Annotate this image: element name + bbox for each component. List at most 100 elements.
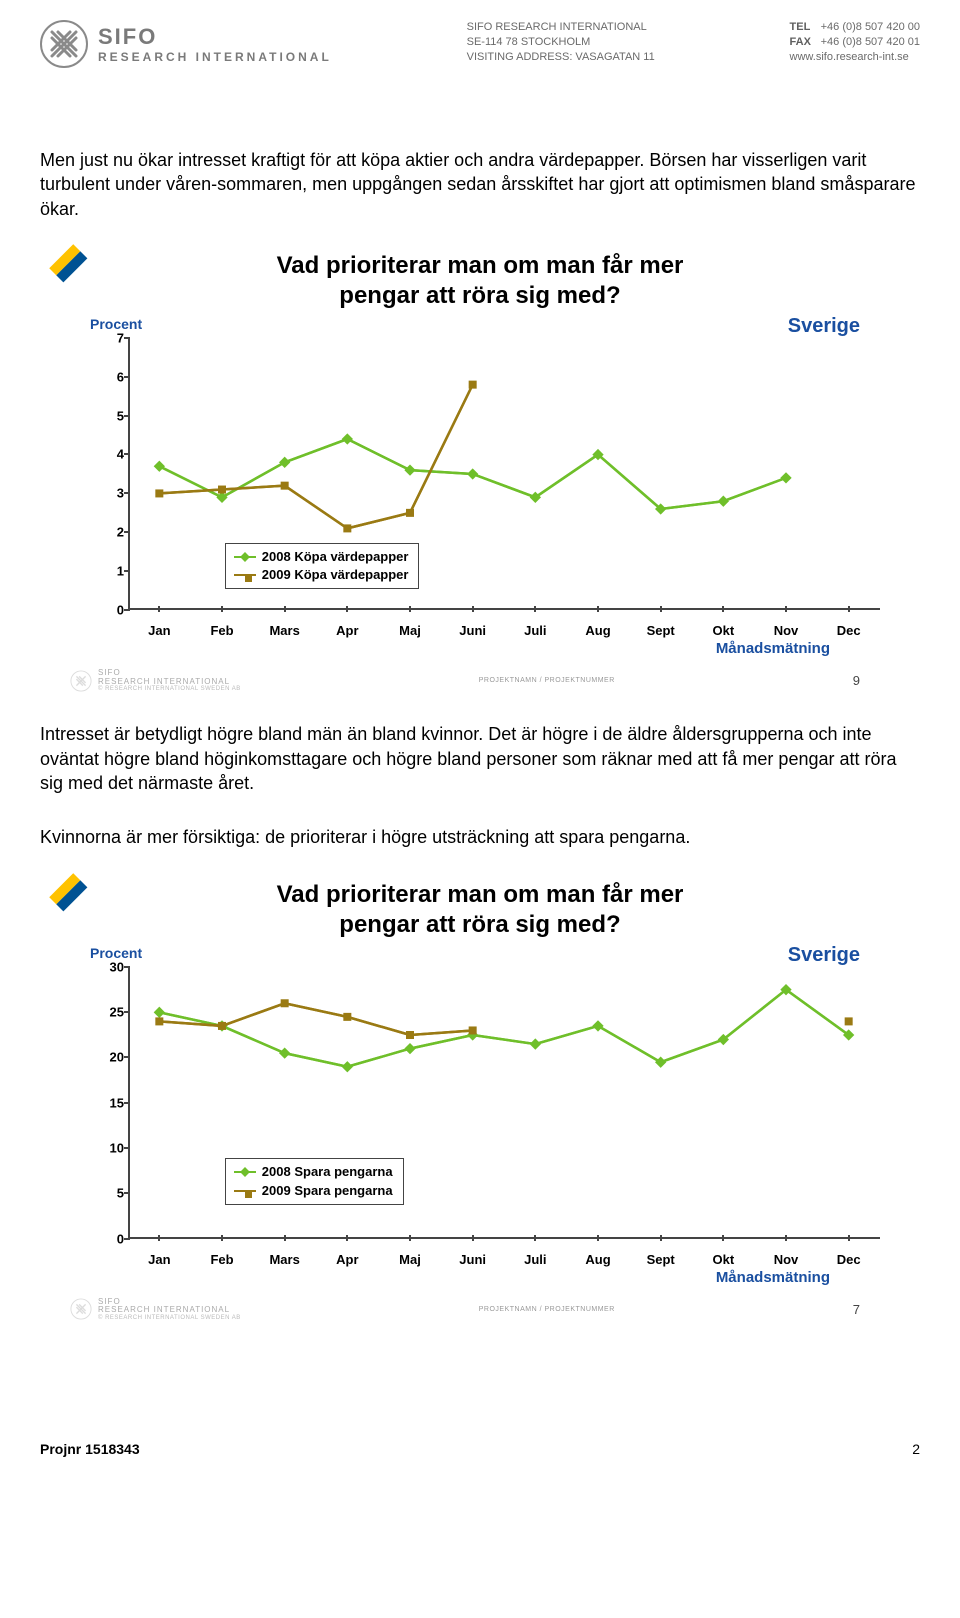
- x-tick-label: Dec: [837, 623, 861, 638]
- series-marker: [469, 381, 477, 389]
- mini-logo-text: SIFORESEARCH INTERNATIONAL: [98, 1298, 241, 1316]
- y-tick-label: 1: [100, 564, 124, 579]
- legend-row: 2009 Köpa värdepapper: [234, 566, 409, 584]
- x-tick-label: Aug: [585, 623, 610, 638]
- legend-row: 2009 Spara pengarna: [234, 1182, 393, 1200]
- fax-value: +46 (0)8 507 420 01: [821, 36, 920, 48]
- mini-logo: SIFORESEARCH INTERNATIONAL © RESEARCH IN…: [70, 669, 241, 693]
- y-tick-label: 5: [100, 408, 124, 423]
- series-marker: [281, 999, 289, 1007]
- chart-footer: SIFORESEARCH INTERNATIONAL © RESEARCH IN…: [60, 669, 900, 693]
- chart-2: Vad prioriterar man om man får merpengar…: [60, 880, 900, 1322]
- series-path: [159, 1003, 472, 1035]
- body-paragraph-2: Intresset är betydligt högre bland män ä…: [40, 722, 920, 795]
- series-marker: [718, 495, 729, 506]
- legend-swatch: [234, 574, 256, 576]
- chart-title: Vad prioriterar man om man får merpengar…: [60, 251, 900, 311]
- series-marker: [342, 433, 353, 444]
- tel-value: +46 (0)8 507 420 00: [821, 21, 920, 33]
- x-tick-label: Mars: [269, 623, 299, 638]
- plot-area: 051015202530JanFebMarsAprMajJuniJuliAugS…: [100, 967, 880, 1267]
- project-number: Projnr 1518343: [40, 1441, 140, 1457]
- x-tick-label: Feb: [210, 623, 233, 638]
- address-line: SE-114 78 STOCKHOLM: [467, 35, 655, 50]
- chart-footer: SIFORESEARCH INTERNATIONAL © RESEARCH IN…: [60, 1298, 900, 1322]
- mini-logo-text: SIFORESEARCH INTERNATIONAL: [98, 669, 241, 687]
- address-block: SIFO RESEARCH INTERNATIONAL SE-114 78 ST…: [467, 20, 655, 65]
- y-tick-label: 30: [100, 959, 124, 974]
- series-marker: [155, 489, 163, 497]
- series-marker: [218, 1022, 226, 1030]
- logo-text: SIFO RESEARCH INTERNATIONAL: [98, 24, 332, 64]
- chart-1: Vad prioriterar man om man får merpengar…: [60, 251, 900, 693]
- y-tick-label: 25: [100, 1005, 124, 1020]
- series-marker: [592, 1020, 603, 1031]
- series-marker: [281, 482, 289, 490]
- mini-logo-copyright: © RESEARCH INTERNATIONAL SWEDEN AB: [98, 1315, 241, 1321]
- plot-area: 01234567JanFebMarsAprMajJuniJuliAugSeptO…: [100, 338, 880, 638]
- mini-logo-icon: [70, 1298, 92, 1320]
- series-marker: [155, 1017, 163, 1025]
- address-line: SIFO RESEARCH INTERNATIONAL: [467, 20, 655, 35]
- slide-number: 9: [853, 673, 860, 688]
- proj-label: PROJEKTNAMN / PROJEKTNUMMER: [479, 677, 615, 684]
- legend-swatch: [234, 1190, 256, 1192]
- x-tick-label: Apr: [336, 1252, 358, 1267]
- series-path: [159, 989, 848, 1066]
- x-tick-label: Apr: [336, 623, 358, 638]
- y-tick-label: 5: [100, 1186, 124, 1201]
- legend-swatch: [234, 556, 256, 558]
- y-tick-label: 10: [100, 1141, 124, 1156]
- mini-logo-copyright: © RESEARCH INTERNATIONAL SWEDEN AB: [98, 686, 241, 692]
- x-tick-label: Dec: [837, 1252, 861, 1267]
- logo-block: SIFO RESEARCH INTERNATIONAL: [40, 20, 332, 68]
- y-tick-label: 6: [100, 369, 124, 384]
- x-tick-label: Sept: [647, 623, 675, 638]
- series-marker: [845, 1017, 853, 1025]
- mini-logo: SIFORESEARCH INTERNATIONAL © RESEARCH IN…: [70, 1298, 241, 1322]
- page-header: SIFO RESEARCH INTERNATIONAL SIFO RESEARC…: [40, 20, 920, 68]
- series-marker: [467, 468, 478, 479]
- series-marker: [279, 457, 290, 468]
- y-tick-label: 7: [100, 330, 124, 345]
- x-tick-label: Okt: [712, 623, 734, 638]
- series-marker: [279, 1047, 290, 1058]
- y-tick-label: 15: [100, 1095, 124, 1110]
- company-name-main: SIFO: [98, 24, 332, 50]
- y-tick-label: 0: [100, 1231, 124, 1246]
- y-axis-label: Procent: [90, 945, 900, 961]
- legend-row: 2008 Köpa värdepapper: [234, 548, 409, 566]
- page-footer: Projnr 1518343 2: [40, 1441, 920, 1457]
- legend-swatch: [234, 1171, 256, 1173]
- series-path: [159, 385, 472, 529]
- x-tick-label: Maj: [399, 1252, 421, 1267]
- x-tick-label: Jan: [148, 623, 170, 638]
- sifo-logo-icon: [40, 20, 88, 68]
- legend-label: 2008 Spara pengarna: [262, 1163, 393, 1181]
- body-paragraph-1: Men just nu ökar intresset kraftigt för …: [40, 148, 920, 221]
- chart-legend: 2008 Köpa värdepapper 2009 Köpa värdepap…: [225, 543, 420, 589]
- series-marker: [780, 472, 791, 483]
- legend-label: 2009 Köpa värdepapper: [262, 566, 409, 584]
- x-tick-label: Juli: [524, 623, 546, 638]
- legend-label: 2008 Köpa värdepapper: [262, 548, 409, 566]
- series-marker: [218, 485, 226, 493]
- series-marker: [530, 1038, 541, 1049]
- x-tick-label: Nov: [774, 1252, 799, 1267]
- x-tick-label: Nov: [774, 623, 799, 638]
- y-tick-label: 2: [100, 525, 124, 540]
- legend-row: 2008 Spara pengarna: [234, 1163, 393, 1181]
- page-number: 2: [912, 1441, 920, 1457]
- x-tick-label: Okt: [712, 1252, 734, 1267]
- document-page: SIFO RESEARCH INTERNATIONAL SIFO RESEARC…: [0, 0, 960, 1497]
- x-axis-note: Månadsmätning: [60, 1269, 900, 1286]
- series-marker: [154, 1006, 165, 1017]
- series-marker: [469, 1026, 477, 1034]
- series-marker: [342, 1061, 353, 1072]
- series-marker: [655, 1056, 666, 1067]
- x-tick-label: Jan: [148, 1252, 170, 1267]
- proj-label: PROJEKTNAMN / PROJEKTNUMMER: [479, 1306, 615, 1313]
- tel-label: TEL: [790, 20, 818, 35]
- series-marker: [154, 460, 165, 471]
- website: www.sifo.research-int.se: [790, 50, 920, 65]
